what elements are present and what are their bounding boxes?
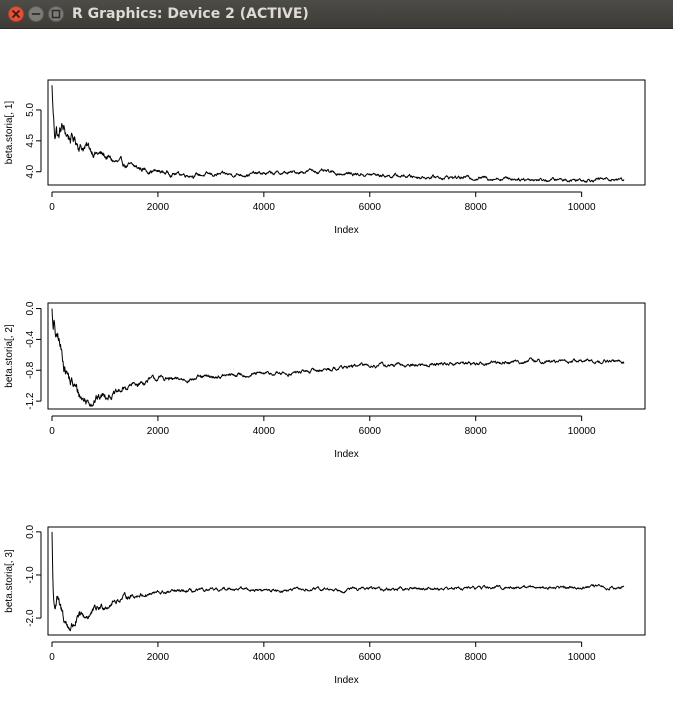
x-tick-label: 8000 — [465, 202, 488, 213]
y-tick-label: 4.5 — [25, 133, 36, 147]
x-tick-label: 4000 — [253, 652, 276, 663]
x-axis-label: Index — [334, 225, 358, 236]
chart-panel-1: 0 2000 4000 6000 8000 10000 4.0 4.5 5.0 Index beta… — [4, 79, 646, 236]
close-icon — [12, 10, 20, 18]
x-tick-label: 2000 — [147, 426, 170, 437]
maximize-icon — [51, 9, 61, 19]
x-tick-label: 10000 — [568, 652, 596, 663]
x-tick-label: 6000 — [359, 652, 382, 663]
y-tick-label: 0.0 — [25, 524, 36, 538]
x-tick-label: 6000 — [359, 426, 382, 437]
chart-panel-3: 0 2000 4000 6000 8000 10000 -2.0 -1.0 0.0 Index be… — [4, 524, 646, 686]
chart-panel-2: 0 2000 4000 6000 8000 10000 -1.2 -0.8 -0.4 0.0 Ind… — [4, 301, 646, 460]
y-tick-label: -2.0 — [25, 609, 36, 627]
maximize-button[interactable] — [48, 6, 64, 22]
y-axis-label: beta.storia[, 1] — [4, 101, 15, 165]
plot-frame — [47, 302, 646, 410]
x-tick-label: 0 — [49, 426, 55, 437]
series-line — [51, 308, 625, 407]
x-tick-label: 0 — [49, 202, 55, 213]
close-button[interactable] — [8, 6, 24, 22]
y-tick-label: -0.4 — [25, 330, 36, 348]
x-tick-label: 8000 — [465, 426, 488, 437]
y-tick-label: 4.0 — [25, 164, 36, 178]
y-tick-label: -0.8 — [25, 361, 36, 379]
window-titlebar[interactable]: R Graphics: Device 2 (ACTIVE) — [0, 0, 673, 29]
x-tick-label: 0 — [49, 652, 55, 663]
series-line — [51, 85, 625, 183]
x-tick-label: 10000 — [568, 202, 596, 213]
x-tick-label: 2000 — [147, 652, 170, 663]
y-tick-label: 0.0 — [25, 301, 36, 315]
y-tick-label: -1.0 — [25, 566, 36, 584]
series-line — [51, 531, 625, 632]
y-tick-label: -1.2 — [25, 392, 36, 410]
window-title: R Graphics: Device 2 (ACTIVE) — [72, 6, 309, 22]
plot-frame — [47, 79, 646, 186]
x-axis-label: Index — [334, 449, 358, 460]
minimize-button[interactable] — [28, 6, 44, 22]
y-axis-label: beta.storia[, 2] — [4, 324, 15, 388]
x-tick-label: 2000 — [147, 202, 170, 213]
x-tick-label: 6000 — [359, 202, 382, 213]
y-tick-label: 5.0 — [25, 103, 36, 117]
minimize-icon — [31, 13, 41, 15]
x-tick-label: 4000 — [253, 202, 276, 213]
plots-svg: 0 2000 4000 6000 8000 10000 4.0 4.5 5.0 Index beta… — [4, 79, 646, 686]
plot-area: 0 2000 4000 6000 8000 10000 4.0 4.5 5.0 Index beta… — [0, 29, 673, 701]
x-tick-label: 10000 — [568, 426, 596, 437]
y-axis-label: beta.storia[, 3] — [4, 549, 15, 613]
x-tick-label: 4000 — [253, 426, 276, 437]
x-tick-label: 8000 — [465, 652, 488, 663]
x-axis-label: Index — [334, 675, 358, 686]
plot-frame — [47, 526, 646, 636]
